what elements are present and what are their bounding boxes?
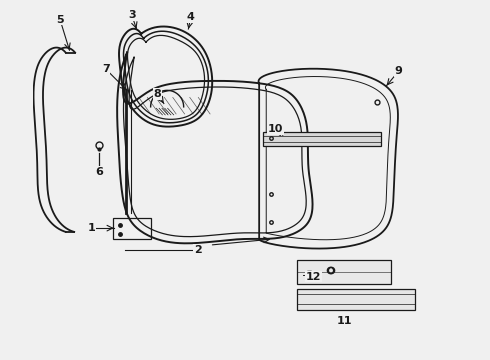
Text: 2: 2 <box>194 245 202 255</box>
Text: 11: 11 <box>336 316 352 325</box>
Bar <box>263 132 381 146</box>
Text: 8: 8 <box>154 89 162 99</box>
Text: 9: 9 <box>394 67 402 76</box>
Bar <box>113 218 150 239</box>
Text: 5: 5 <box>56 14 64 24</box>
Text: 10: 10 <box>268 124 283 134</box>
Text: 6: 6 <box>95 167 103 176</box>
Text: 7: 7 <box>102 64 110 74</box>
Text: 3: 3 <box>128 10 136 20</box>
Text: 4: 4 <box>187 12 195 22</box>
Text: 1: 1 <box>88 223 96 233</box>
Bar <box>297 260 392 284</box>
Bar <box>297 288 415 310</box>
Text: 12: 12 <box>306 272 321 282</box>
